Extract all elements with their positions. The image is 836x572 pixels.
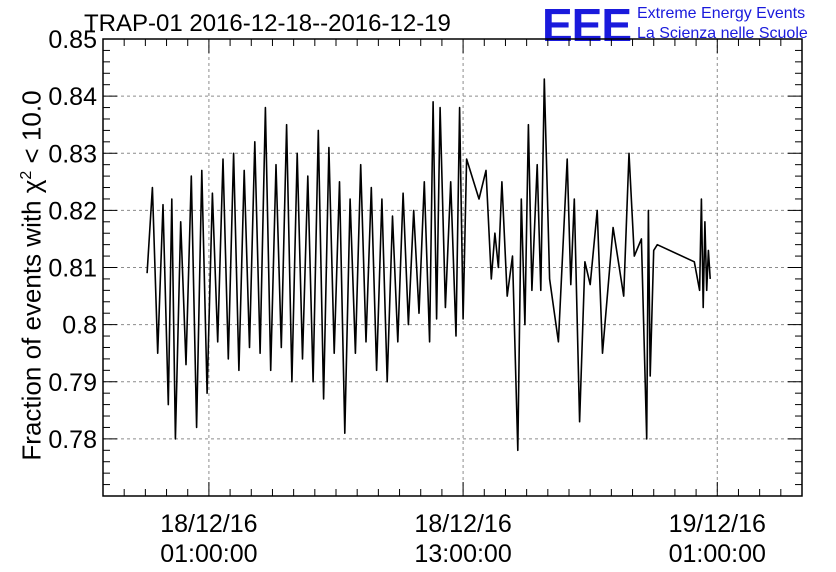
chart-title: TRAP-01 2016-12-18--2016-12-19	[84, 10, 451, 37]
x-tick-label: 01:00:00	[160, 540, 257, 568]
y-tick-label: 0.79	[48, 369, 97, 397]
y-tick-label: 0.84	[48, 83, 97, 111]
organization-line-1: Extreme Energy Events	[637, 5, 806, 22]
x-tick-label: 18/12/16	[160, 510, 257, 538]
series-line	[146, 78, 711, 452]
y-tick-label: 0.78	[48, 426, 97, 454]
y-tick-label: 0.8	[62, 312, 97, 340]
plot-frame	[102, 38, 803, 497]
y-tick-label: 0.81	[48, 255, 97, 283]
y-tick-label: 0.83	[48, 140, 97, 168]
x-tick-label: 01:00:00	[669, 540, 766, 568]
organization-line-2: La Scienza nelle Scuole	[637, 25, 808, 42]
x-tick-label: 19/12/16	[669, 510, 766, 538]
x-tick-label: 18/12/16	[414, 510, 511, 538]
y-tick-label: 0.85	[48, 26, 97, 54]
y-tick-label: 0.82	[48, 197, 97, 225]
organization-name: Extreme Energy Events La Scienza nelle S…	[637, 4, 808, 44]
x-tick-label: 13:00:00	[414, 540, 511, 568]
eee-logo: EEE	[542, 0, 632, 51]
